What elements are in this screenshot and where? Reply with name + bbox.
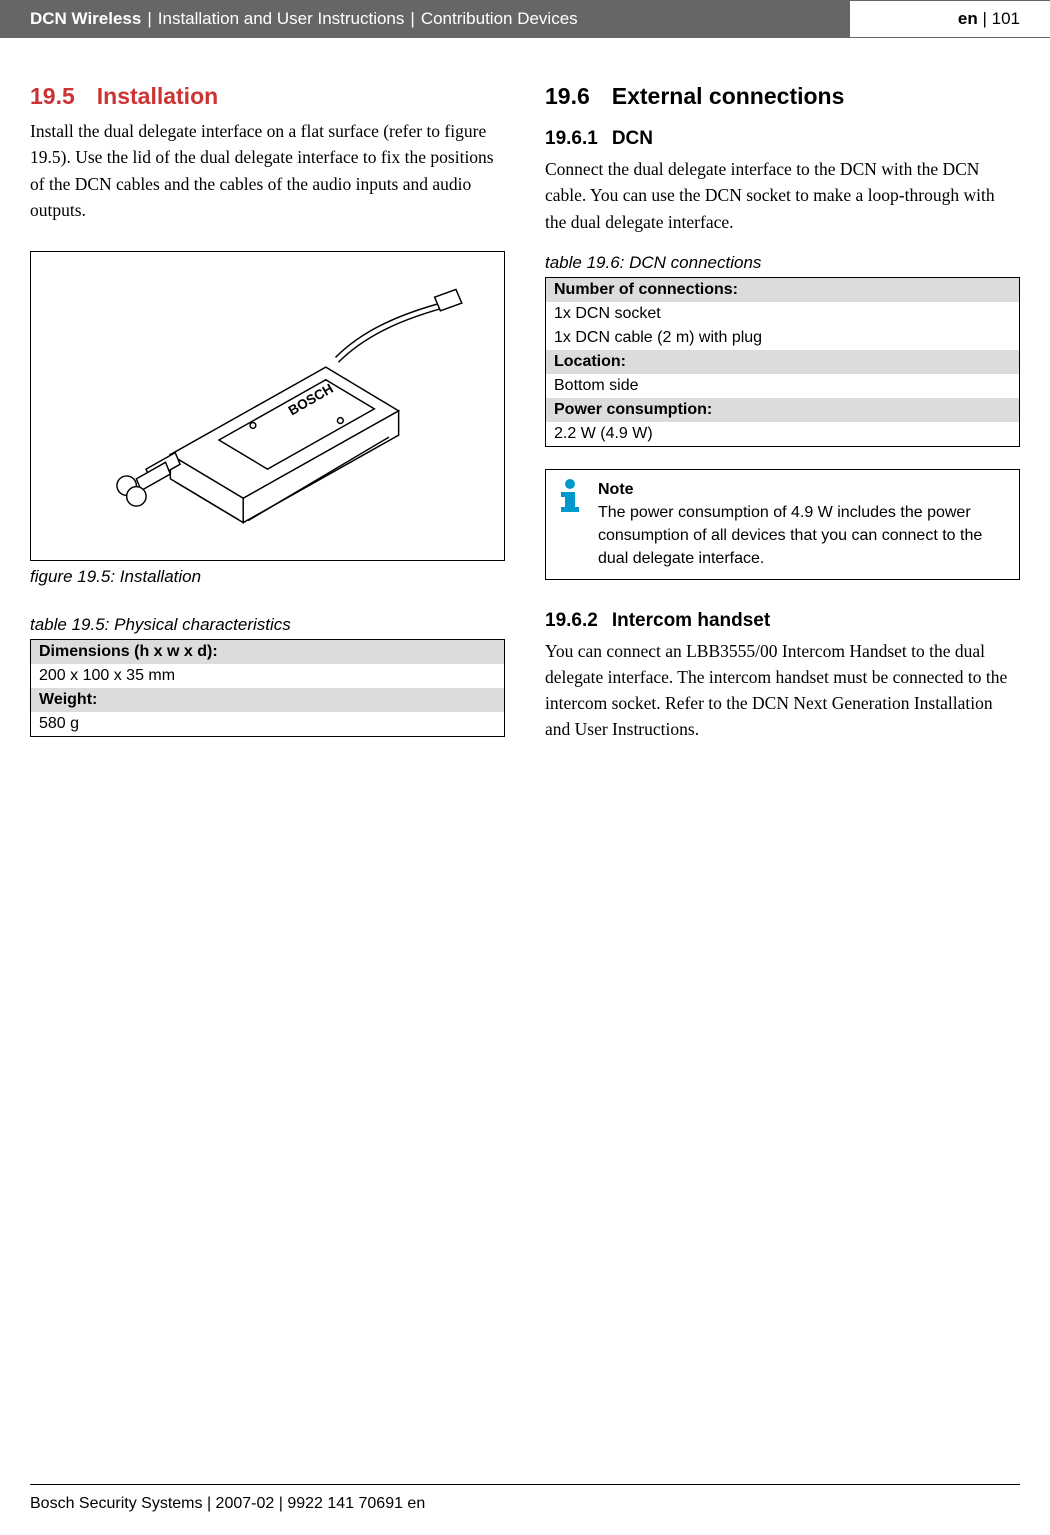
subsection-heading-intercom: 19.6.2 Intercom handset bbox=[545, 610, 1020, 632]
header-sep: | bbox=[147, 9, 151, 29]
device-illustration: BOSCH bbox=[49, 270, 486, 542]
table-row: 1x DCN socket bbox=[546, 302, 1019, 326]
dcn-body: Connect the dual delegate interface to t… bbox=[545, 156, 1020, 235]
section-heading-installation: 19.5 Installation bbox=[30, 83, 505, 110]
footer-text: Bosch Security Systems | 2007-02 | 9922 … bbox=[30, 1495, 425, 1512]
subsection-number: 19.6.2 bbox=[545, 610, 598, 632]
table-row: 200 x 100 x 35 mm bbox=[31, 664, 504, 688]
table-caption-dcn: table 19.6: DCN connections bbox=[545, 253, 1020, 273]
physical-characteristics-table: Dimensions (h x w x d): 200 x 100 x 35 m… bbox=[30, 639, 505, 737]
page-footer: Bosch Security Systems | 2007-02 | 9922 … bbox=[30, 1484, 1020, 1513]
header-path1: Installation and User Instructions bbox=[158, 9, 405, 29]
header-path2: Contribution Devices bbox=[421, 9, 578, 29]
installation-intro: Install the dual delegate interface on a… bbox=[30, 118, 505, 223]
table-row-header: Number of connections: bbox=[546, 278, 1019, 302]
note-box: Note The power consumption of 4.9 W incl… bbox=[545, 469, 1020, 580]
right-column: 19.6 External connections 19.6.1 DCN Con… bbox=[545, 83, 1020, 743]
section-title: Installation bbox=[97, 83, 218, 110]
table-row: 2.2 W (4.9 W) bbox=[546, 422, 1019, 446]
page-content: 19.5 Installation Install the dual deleg… bbox=[0, 38, 1050, 743]
figure-installation: BOSCH bbox=[30, 251, 505, 561]
page-header: DCN Wireless | Installation and User Ins… bbox=[0, 0, 1050, 38]
table-row-header: Location: bbox=[546, 350, 1019, 374]
section-number: 19.6 bbox=[545, 83, 590, 110]
table-row-header: Power consumption: bbox=[546, 398, 1019, 422]
table-caption-physical: table 19.5: Physical characteristics bbox=[30, 615, 505, 635]
header-sep: | bbox=[410, 9, 414, 29]
header-product: DCN Wireless bbox=[30, 9, 141, 29]
left-column: 19.5 Installation Install the dual deleg… bbox=[30, 83, 505, 743]
dcn-connections-table: Number of connections: 1x DCN socket 1x … bbox=[545, 277, 1020, 447]
subsection-number: 19.6.1 bbox=[545, 128, 598, 150]
header-sep: | bbox=[978, 9, 992, 29]
table-row: 1x DCN cable (2 m) with plug bbox=[546, 326, 1019, 350]
table-row: Bottom side bbox=[546, 374, 1019, 398]
note-content: Note The power consumption of 4.9 W incl… bbox=[598, 478, 1009, 571]
section-heading-external: 19.6 External connections bbox=[545, 83, 1020, 110]
header-breadcrumb: DCN Wireless | Installation and User Ins… bbox=[0, 0, 850, 37]
table-row: 580 g bbox=[31, 712, 504, 736]
table-row-header: Weight: bbox=[31, 688, 504, 712]
header-page-indicator: en | 101 bbox=[850, 0, 1050, 37]
subsection-title: DCN bbox=[612, 128, 653, 150]
section-title: External connections bbox=[612, 83, 845, 110]
figure-caption: figure 19.5: Installation bbox=[30, 567, 505, 587]
note-title: Note bbox=[598, 478, 1009, 501]
intercom-body: You can connect an LBB3555/00 Intercom H… bbox=[545, 638, 1020, 743]
section-number: 19.5 bbox=[30, 83, 75, 110]
note-body: The power consumption of 4.9 W includes … bbox=[598, 501, 1009, 571]
header-lang: en bbox=[958, 9, 978, 29]
subsection-heading-dcn: 19.6.1 DCN bbox=[545, 128, 1020, 150]
header-page-number: 101 bbox=[992, 9, 1020, 29]
subsection-title: Intercom handset bbox=[612, 610, 770, 632]
info-icon bbox=[556, 478, 586, 514]
table-row-header: Dimensions (h x w x d): bbox=[31, 640, 504, 664]
